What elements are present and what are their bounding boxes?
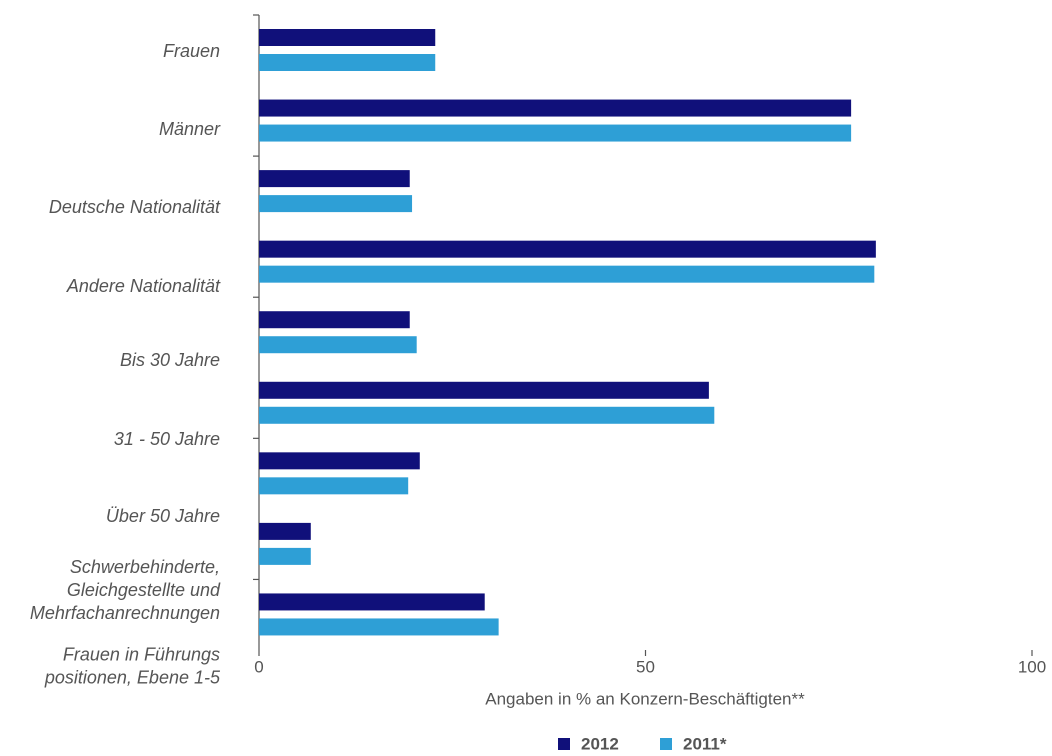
- category-label: Schwerbehinderte, Gleichgestellte und Mehr…: [30, 557, 221, 623]
- legend-swatch: [558, 738, 570, 750]
- bar: [259, 452, 420, 470]
- category-label: Männer: [159, 119, 221, 139]
- bar: [259, 618, 499, 636]
- category-label: Bis 30 Jahre: [120, 350, 220, 370]
- legend-label: 2011*: [683, 734, 727, 753]
- bar: [259, 311, 410, 329]
- bar: [259, 99, 852, 117]
- category-label: Andere Nationalität: [66, 276, 221, 296]
- bar: [259, 124, 852, 142]
- x-axis-label: Angaben in % an Konzern-Beschäftigten**: [485, 689, 805, 708]
- bar: [259, 195, 413, 213]
- bar: [259, 265, 875, 283]
- x-tick-label: 50: [636, 657, 655, 676]
- bar: [259, 547, 311, 565]
- bar: [259, 406, 715, 424]
- bar: [259, 593, 485, 611]
- bar: [259, 240, 876, 258]
- bar: [259, 54, 436, 71]
- x-tick-label: 0: [254, 657, 263, 676]
- legend-label: 2012: [581, 734, 619, 753]
- bar: [259, 477, 409, 495]
- bar: [259, 170, 410, 188]
- bar: [259, 381, 709, 399]
- bar: [259, 522, 311, 540]
- category-label: Frauen in Führungs positionen, Ebene 1-5: [44, 644, 221, 687]
- x-tick-label: 100: [1018, 657, 1046, 676]
- category-label: Über 50 Jahre: [106, 506, 220, 526]
- category-label: Deutsche Nationalität: [49, 197, 221, 217]
- legend-swatch: [660, 738, 672, 750]
- category-label: Frauen: [163, 41, 220, 61]
- category-label: 31 - 50 Jahre: [114, 429, 220, 449]
- bar: [259, 29, 436, 46]
- bar: [259, 336, 417, 354]
